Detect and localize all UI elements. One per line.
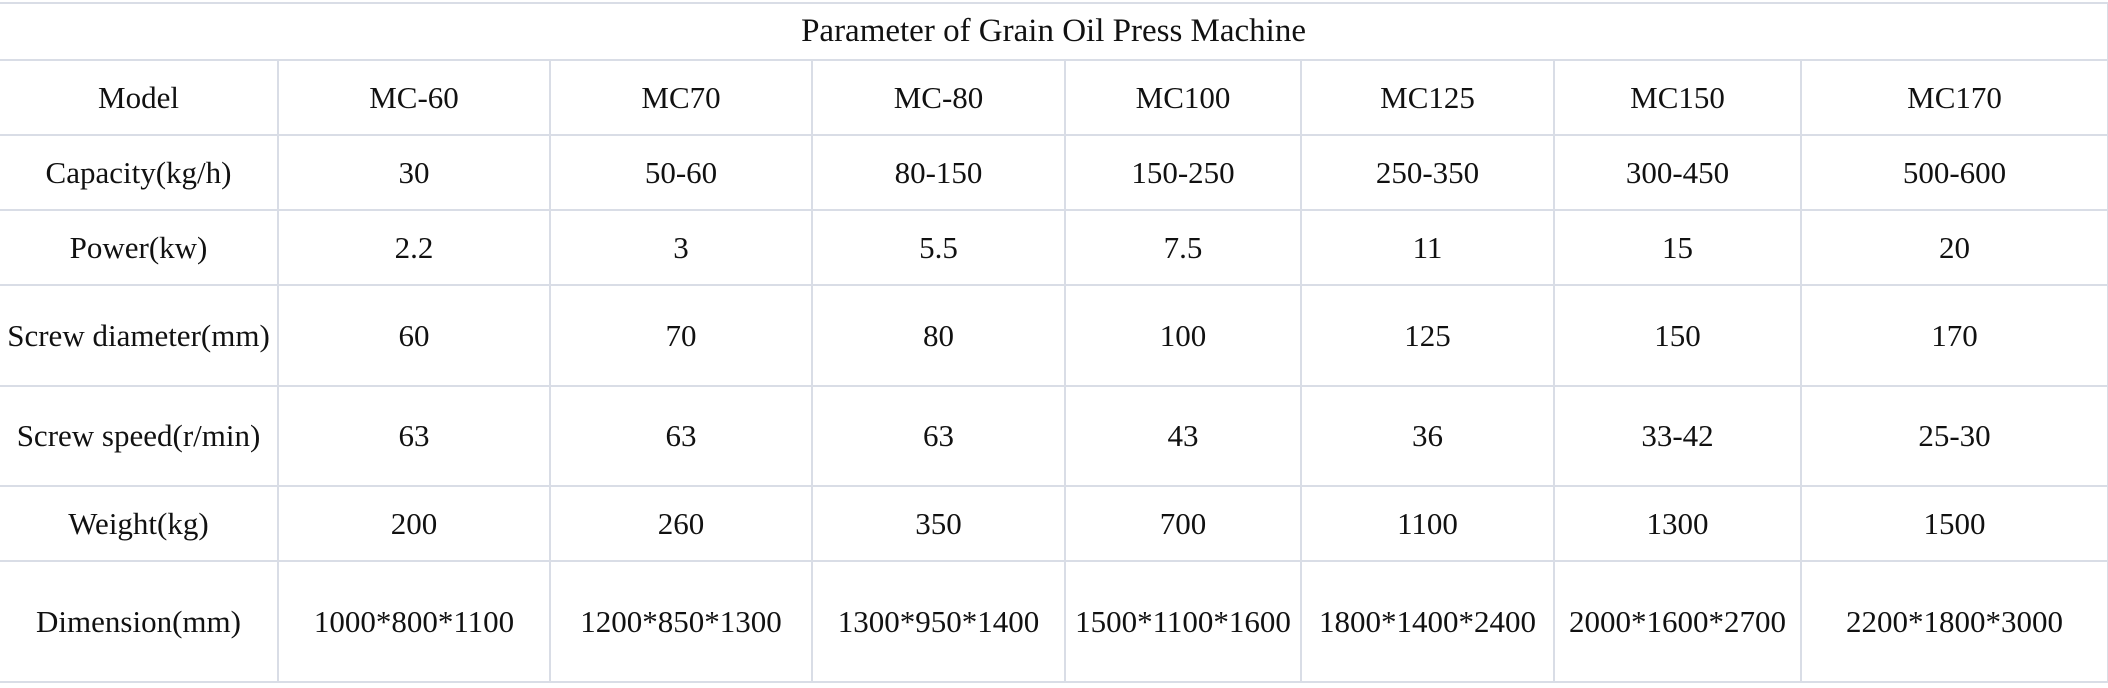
cell: 2000*1600*2700 — [1553, 560, 1802, 683]
cell: 100 — [1064, 284, 1302, 387]
cell: MC170 — [1799, 59, 2108, 136]
cell: MC125 — [1300, 59, 1555, 136]
table-title: Parameter of Grain Oil Press Machine — [0, 2, 2108, 61]
cell: 2.2 — [277, 209, 551, 286]
cell: 11 — [1300, 209, 1555, 286]
cell: 63 — [277, 385, 551, 487]
cell: 500-600 — [1799, 134, 2108, 211]
data-row: Power(kw) 2.2 3 5.5 7.5 11 15 20 — [0, 209, 2108, 286]
cell: 700 — [1064, 485, 1302, 562]
cell: 70 — [549, 284, 813, 387]
cell: MC100 — [1064, 59, 1302, 136]
cell: 250-350 — [1300, 134, 1555, 211]
cell: MC-60 — [277, 59, 551, 136]
data-row: Screw diameter(mm) 60 70 80 100 125 150 170 — [0, 284, 2108, 387]
cell: 1500 — [1799, 485, 2108, 562]
cell: 1500*1100*1600 — [1064, 560, 1302, 683]
row-label: Power(kw) — [0, 209, 279, 286]
cell: 1300*950*1400 — [811, 560, 1066, 683]
cell: 36 — [1300, 385, 1555, 487]
row-label: Dimension(mm) — [0, 560, 279, 683]
cell: 200 — [277, 485, 551, 562]
cell: 300-450 — [1553, 134, 1802, 211]
row-label: Screw diameter(mm) — [0, 284, 279, 387]
row-label: Model — [0, 59, 279, 136]
cell: MC-80 — [811, 59, 1066, 136]
cell: 63 — [811, 385, 1066, 487]
cell: 30 — [277, 134, 551, 211]
cell: 170 — [1799, 284, 2108, 387]
cell: 80 — [811, 284, 1066, 387]
cell: 1800*1400*2400 — [1300, 560, 1555, 683]
cell: 1000*800*1100 — [277, 560, 551, 683]
data-row: Weight(kg) 200 260 350 700 1100 1300 1500 — [0, 485, 2108, 562]
cell: 80-150 — [811, 134, 1066, 211]
cell: 63 — [549, 385, 813, 487]
cell: 350 — [811, 485, 1066, 562]
cell: 43 — [1064, 385, 1302, 487]
cell: MC150 — [1553, 59, 1802, 136]
header-row: Model MC-60 MC70 MC-80 MC100 MC125 MC150 MC170 — [0, 59, 2108, 136]
cell: 20 — [1799, 209, 2108, 286]
cell: MC70 — [549, 59, 813, 136]
cell: 5.5 — [811, 209, 1066, 286]
row-label: Screw speed(r/min) — [0, 385, 279, 487]
cell: 150-250 — [1064, 134, 1302, 211]
cell: 1100 — [1300, 485, 1555, 562]
cell: 25-30 — [1799, 385, 2108, 487]
cell: 60 — [277, 284, 551, 387]
data-row: Capacity(kg/h) 30 50-60 80-150 150-250 250-35… — [0, 134, 2108, 211]
cell: 125 — [1300, 284, 1555, 387]
data-row: Dimension(mm) 1000*800*1100 1200*850*1300 1… — [0, 560, 2108, 683]
cell: 260 — [549, 485, 813, 562]
cell: 15 — [1553, 209, 1802, 286]
cell: 7.5 — [1064, 209, 1302, 286]
row-label: Capacity(kg/h) — [0, 134, 279, 211]
cell: 50-60 — [549, 134, 813, 211]
cell: 1200*850*1300 — [549, 560, 813, 683]
cell: 3 — [549, 209, 813, 286]
cell: 1300 — [1553, 485, 1802, 562]
data-row: Screw speed(r/min) 63 63 63 43 36 33-42 25-30 — [0, 385, 2108, 487]
cell: 33-42 — [1553, 385, 1802, 487]
cell: 2200*1800*3000 — [1799, 560, 2108, 683]
title-row: Parameter of Grain Oil Press Machine — [0, 2, 2108, 61]
row-label: Weight(kg) — [0, 485, 279, 562]
cell: 150 — [1553, 284, 1802, 387]
